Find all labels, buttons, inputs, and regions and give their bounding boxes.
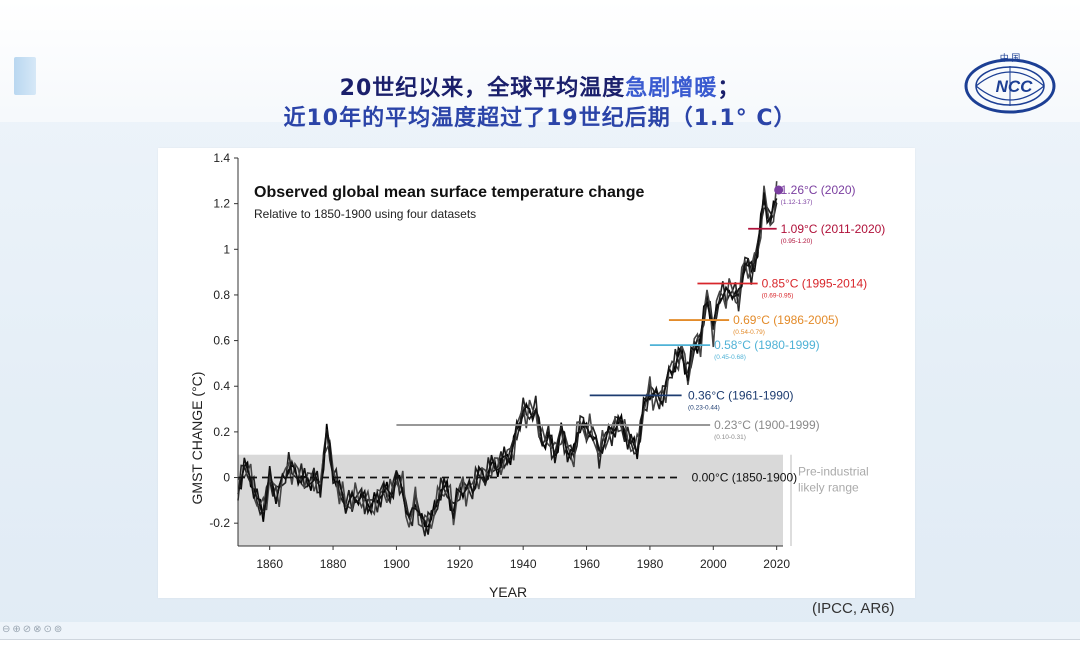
gmst-chart: Pre-industrial likely range 1.26°C (2020)…: [189, 151, 886, 600]
x-tick-label: 1900: [383, 557, 410, 571]
y-tick-label: 1.4: [213, 151, 230, 165]
logo-text: NCC: [996, 77, 1034, 96]
slide-nav-controls[interactable]: ⊖⊕⊘⊗⊙⊚: [2, 624, 65, 635]
slide-decoration: [14, 57, 36, 95]
x-tick-label: 1860: [256, 557, 283, 571]
y-tick-label: 0.4: [213, 379, 230, 393]
period-range-label: (0.23-0.44): [688, 404, 720, 411]
chart-card: Pre-industrial likely range 1.26°C (2020)…: [158, 148, 915, 600]
title-highlight: 急剧增暖: [625, 76, 718, 101]
period-range-label: (1.12-1.37): [781, 199, 813, 206]
y-tick-label: -0.2: [209, 516, 230, 530]
period-label: 0.00°C (1850-1900): [692, 471, 798, 485]
chart-subtitle: Relative to 1850-1900 using four dataset…: [254, 207, 476, 221]
period-label: 1.26°C (2020): [781, 183, 856, 197]
period-range-label: (0.45-0.68): [714, 354, 746, 361]
source-citation: (IPCC, AR6): [812, 600, 895, 617]
period-range-label: (0.54-0.79): [733, 329, 765, 336]
ncc-logo: 中 国 NCC: [964, 52, 1056, 114]
logo-top-text: 中 国: [1000, 52, 1021, 63]
x-tick-label: 1880: [320, 557, 347, 571]
period-range-label: (0.69-0.95): [762, 293, 794, 300]
bottom-divider: [0, 639, 1080, 640]
y-tick-label: 1.2: [213, 197, 230, 211]
slide-title-line1: 20世纪以来，全球平均温度急剧增暖；: [339, 76, 741, 101]
period-label: 1.09°C (2011-2020): [781, 222, 886, 236]
period-range-label: (0.95-1.20): [781, 238, 813, 245]
y-axis-label: GMST CHANGE (°C): [189, 372, 205, 505]
period-range-label: (0.10-0.31): [714, 434, 746, 441]
x-tick-label: 1920: [446, 557, 473, 571]
y-tick-label: 0.8: [213, 288, 230, 302]
dataset-series-line: [237, 192, 778, 535]
x-tick-label: 1940: [510, 557, 537, 571]
chart-title: Observed global mean surface temperature…: [254, 184, 644, 201]
y-tick-label: 0.2: [213, 425, 230, 439]
x-axis-label: YEAR: [489, 584, 527, 598]
x-tick-label: 1960: [573, 557, 600, 571]
x-tick-label: 2020: [763, 557, 790, 571]
period-label: 0.58°C (1980-1999): [714, 338, 820, 352]
preindustrial-range-label: Pre-industrial: [798, 465, 869, 479]
x-tick-label: 1980: [637, 557, 664, 571]
preindustrial-range-label: likely range: [798, 481, 859, 495]
period-label: 0.23°C (1900-1999): [714, 418, 820, 432]
preindustrial-range-band: [238, 454, 783, 546]
y-tick-label: 0.6: [213, 334, 230, 348]
period-point: [774, 185, 784, 195]
y-tick-label: 1: [223, 242, 230, 256]
period-label: 0.36°C (1961-1990): [688, 388, 794, 402]
x-tick-label: 2000: [700, 557, 727, 571]
period-label: 0.85°C (1995-2014): [762, 277, 868, 291]
y-tick-label: 0: [223, 471, 230, 485]
footer: [0, 640, 1080, 649]
slide-title-line2: 近10年的平均温度超过了19世纪后期（1.1° C）: [283, 106, 797, 131]
period-label: 0.69°C (1986-2005): [733, 313, 839, 327]
